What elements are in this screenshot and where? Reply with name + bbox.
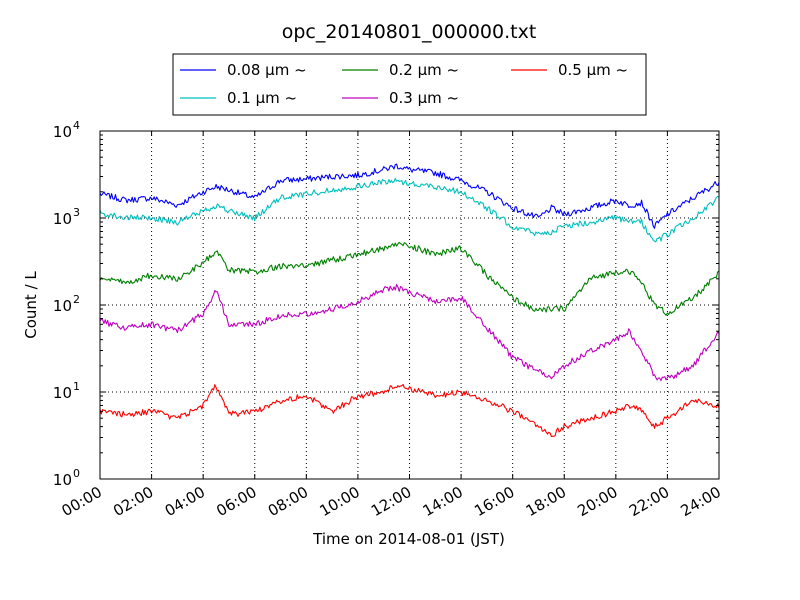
legend-label: 0.08 μm ~ <box>227 61 307 79</box>
axis-ticks <box>99 130 720 480</box>
x-axis-label: Time on 2014-08-01 (JST) <box>312 530 505 548</box>
series-line-4 <box>99 383 720 438</box>
legend-label: 0.5 μm ~ <box>558 61 628 79</box>
series-line-2 <box>99 241 720 316</box>
series-line-1 <box>99 177 720 243</box>
legend-label: 0.1 μm ~ <box>227 89 297 107</box>
legend-box <box>172 53 647 116</box>
series-line-3 <box>99 283 720 382</box>
legend-label: 0.2 μm ~ <box>389 61 459 79</box>
series-lines <box>99 163 720 438</box>
legend: 0.08 μm ~ 0.1 μm ~ 0.2 μm ~ 0.3 μm ~ 0.5 μm … <box>172 53 647 116</box>
series-line-0 <box>99 163 720 229</box>
y-axis-label: Count / L <box>22 271 40 339</box>
chart-title: opc_20140801_000000.txt <box>282 21 537 43</box>
legend-label: 0.3 μm ~ <box>389 89 459 107</box>
